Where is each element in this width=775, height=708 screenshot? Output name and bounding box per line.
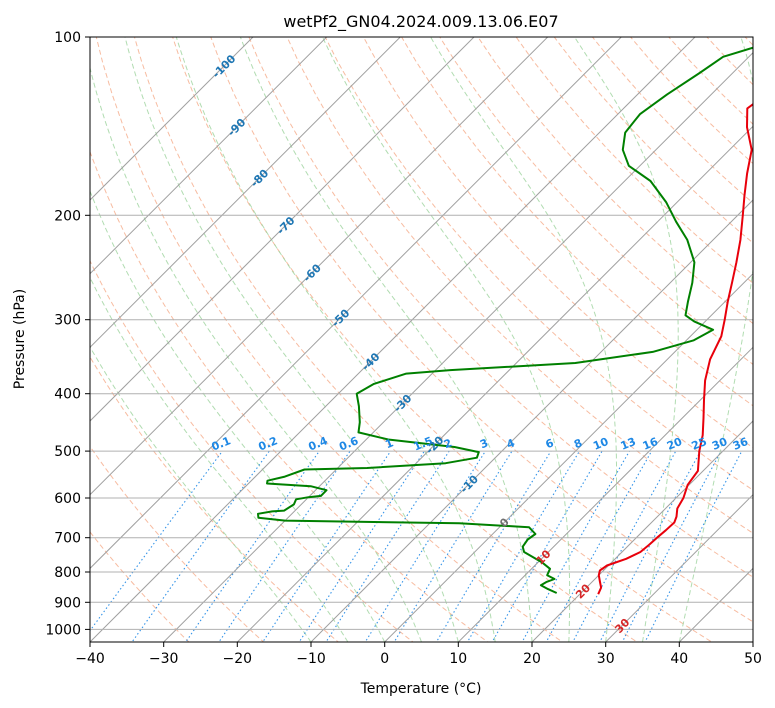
y-tick-label: 800	[54, 565, 81, 581]
y-tick-label: 400	[54, 387, 81, 403]
x-tick-label: 20	[523, 651, 541, 667]
moist-adiabat	[175, 37, 496, 642]
dry-adiabat	[248, 37, 753, 578]
mixing-ratio-label: 30	[710, 435, 729, 453]
x-tick-label: 10	[449, 651, 467, 667]
x-tick-label: −10	[296, 651, 326, 667]
mixing-ratio-label: 25	[690, 435, 709, 453]
moist-adiabat	[90, 65, 422, 642]
y-axis-ticks: 1000 900 800 700 600 500 400 300 200 100	[45, 30, 90, 638]
dry-adiabat	[95, 37, 564, 642]
isotherm	[383, 272, 753, 642]
x-axis-ticks: −40 −30 −20 −10 0 10 20 30 40 50	[75, 642, 762, 667]
isotherm	[604, 493, 753, 642]
x-tick-label: 50	[744, 651, 762, 667]
isotherm	[90, 37, 696, 642]
x-tick-label: −30	[149, 651, 179, 667]
moist-adiabat	[90, 276, 349, 642]
profile-series	[257, 46, 753, 595]
mixing-ratio-label: 13	[619, 435, 638, 453]
x-tick-label: 40	[670, 651, 688, 667]
moist-adiabat	[678, 37, 753, 642]
dry-adiabat	[133, 37, 638, 642]
y-tick-label: 600	[54, 491, 81, 507]
temperature-profile-line	[597, 103, 753, 595]
y-tick-label: 900	[54, 595, 81, 611]
mixing-ratio-label: 36	[731, 435, 750, 453]
dry-adiabat	[324, 37, 753, 491]
x-tick-label: −20	[223, 651, 253, 667]
mixing-ratio-label: 20	[665, 435, 684, 453]
isotherm	[531, 420, 753, 642]
moist-adiabat	[574, 37, 679, 642]
dry-adiabat	[90, 531, 190, 642]
isotherm	[310, 199, 753, 642]
mixing-ratio-label: 3	[478, 436, 490, 451]
isotherm	[90, 37, 549, 496]
moist-adiabat	[430, 37, 617, 642]
dry-adiabat	[362, 37, 753, 449]
x-tick-label: −40	[75, 651, 105, 667]
isotherm	[162, 51, 753, 642]
dry-adiabat	[210, 37, 753, 623]
y-axis-title: Pressure (hPa)	[12, 289, 28, 389]
dewpoint-profile-line	[257, 46, 753, 594]
isotherm	[90, 37, 328, 275]
mixing-ratio-label: 16	[641, 435, 660, 453]
x-axis-title: Temperature (°C)	[360, 681, 482, 697]
dry-adiabat	[286, 37, 753, 534]
pressure-gridlines	[90, 37, 753, 630]
y-tick-label: 500	[54, 444, 81, 460]
isotherm	[90, 37, 623, 570]
y-tick-label: 100	[54, 30, 81, 46]
moist-adiabat	[90, 189, 386, 642]
mixing-ratio-label: 10	[591, 435, 610, 453]
dry-adiabat	[90, 259, 414, 642]
mixing-ratio-label: 8	[572, 436, 584, 451]
y-tick-label: 200	[54, 208, 81, 224]
isotherm	[90, 37, 402, 349]
mixing-ratio-label: 1	[383, 436, 395, 451]
chart-title: wetPf2_GN04.2024.009.13.06.E07	[283, 12, 558, 32]
y-tick-label: 700	[54, 531, 81, 547]
moist-adiabat	[322, 37, 571, 642]
y-tick-label: 1000	[45, 622, 81, 638]
isotherm	[90, 37, 475, 422]
isotherm	[90, 37, 254, 201]
mixing-ratio-label: 2	[442, 436, 454, 451]
dry-adiabat	[401, 37, 753, 407]
dry-adiabat	[90, 445, 265, 642]
x-tick-label: 30	[597, 651, 615, 667]
dry-adiabat	[90, 356, 340, 642]
moist-adiabat	[124, 37, 459, 642]
plot-area	[90, 37, 753, 642]
isotherm	[457, 346, 753, 642]
moist-adiabat	[239, 37, 533, 642]
isotherm	[236, 125, 753, 642]
x-tick-label: 0	[380, 651, 389, 667]
y-tick-label: 300	[54, 313, 81, 329]
plot-frame	[89, 36, 754, 643]
